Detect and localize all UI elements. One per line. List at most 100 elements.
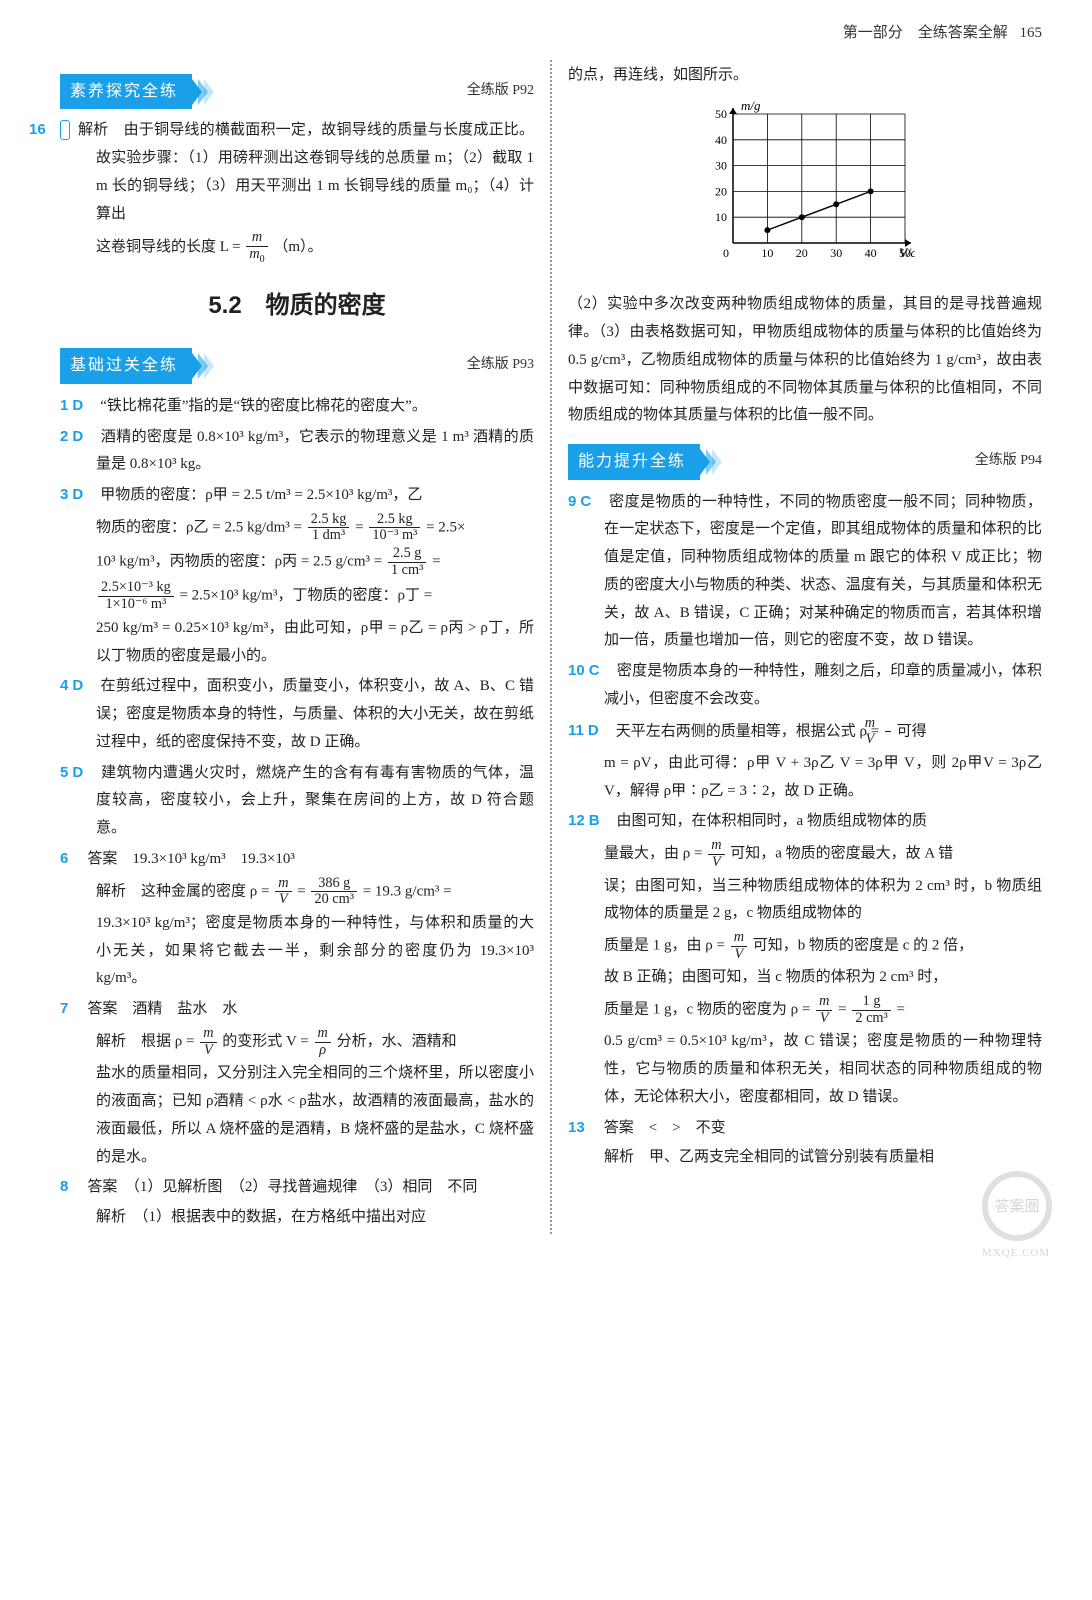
svg-text:m/g: m/g (741, 98, 761, 113)
fraction: 2.5 kg10⁻³ m³ (369, 512, 420, 544)
svg-text:20: 20 (715, 184, 727, 198)
item-3b: 物质的密度：ρ乙 = 2.5 kg/dm³ = 2.5 kg1 dm³ = 2.… (60, 512, 534, 544)
bar-suyang-label: 素养探究全练 (60, 74, 192, 110)
fraction: mV (275, 876, 291, 908)
fraction: mV (200, 1026, 216, 1058)
bar-nengli: 能力提升全练 (568, 444, 718, 480)
bar-jichu: 基础过关全练 (60, 348, 210, 384)
item-7: 7 答案 酒精 盐水 水 (60, 995, 534, 1024)
section-title: 5.2 物质的密度 (60, 284, 534, 328)
fraction: 2.5 g1 cm³ (388, 546, 426, 578)
qnum: 1 (60, 397, 68, 414)
content-columns: 素养探究全练 全练版 P92 16 解析 由于铜导线的横截面积一定，故铜导线的质… (60, 60, 1042, 1234)
answer: C (580, 493, 591, 510)
chevron-icon (204, 79, 214, 105)
item-6c: 19.3×10³ kg/m³；密度是物质本身的一种特性，与体积和质量的大小无关，… (60, 910, 534, 993)
watermark-url: MXQE.COM (982, 1243, 1052, 1263)
svg-text:10: 10 (715, 210, 727, 224)
fraction: mρ (315, 1026, 331, 1058)
bar-jichu-label: 基础过关全练 (60, 348, 192, 384)
answer: C (589, 662, 600, 679)
svg-text:40: 40 (865, 246, 877, 260)
qnum: 4 (60, 677, 68, 694)
qnum: 5 (60, 764, 68, 781)
page-ref: 全练版 P93 (467, 352, 534, 378)
page-number: 165 (1020, 25, 1043, 41)
fraction: mV (708, 838, 724, 870)
qnum: 8 (60, 1178, 68, 1195)
svg-text:0: 0 (723, 246, 729, 260)
page-header: 第一部分 全练答案全解 165 (60, 20, 1042, 48)
item-11b: m = ρV，由此可得：ρ甲 V + 3ρ乙 V = 3ρ甲 V，则 2ρ甲V … (568, 750, 1042, 806)
bar-suyang: 素养探究全练 (60, 74, 210, 110)
watermark: 答案圈 MXQE.COM (982, 1171, 1052, 1263)
bar-nengli-label: 能力提升全练 (568, 444, 700, 480)
item-13b: 解析 甲、乙两支完全相同的试管分别装有质量相 (568, 1144, 1042, 1172)
svg-text:30: 30 (830, 246, 842, 260)
item-11: 11D 天平左右两侧的质量相等，根据公式 ρ = mV 可得 (568, 716, 1042, 748)
qnum: 6 (60, 850, 68, 867)
qnum: 16 (60, 120, 70, 140)
left-column: 素养探究全练 全练版 P92 16 解析 由于铜导线的横截面积一定，故铜导线的质… (60, 60, 534, 1234)
chart: 102030405010203040500m/gV/cm³ (568, 96, 1042, 282)
item-16b: 这卷铜导线的长度 L = mm0 （m）。 (60, 230, 534, 265)
answer: D (72, 428, 83, 445)
fraction: mm0 (246, 230, 267, 265)
answer: D (72, 764, 83, 781)
answer: D (72, 486, 83, 503)
fraction: mV (885, 716, 891, 748)
right-top: 的点，再连线，如图所示。 (568, 62, 1042, 90)
item-8: 8 答案 （1）见解析图 （2）寻找普遍规律 （3）相同 不同 (60, 1173, 534, 1202)
fraction: 2.5 kg1 dm³ (308, 512, 350, 544)
fraction: 1 g2 cm³ (852, 994, 890, 1026)
item-3d: 2.5×10⁻³ kg1×10⁻⁶ m³ = 2.5×10³ kg/m³，丁物质… (60, 580, 534, 612)
svg-text:40: 40 (715, 132, 727, 146)
item-3c: 10³ kg/m³，丙物质的密度：ρ丙 = 2.5 g/cm³ = 2.5 g1… (60, 546, 534, 578)
item-3e: 250 kg/m³ = 0.25×10³ kg/m³，由此可知，ρ甲 = ρ乙 … (60, 615, 534, 671)
qnum: 3 (60, 486, 68, 503)
qnum: 7 (60, 1000, 68, 1017)
watermark-circle: 答案圈 (982, 1171, 1052, 1241)
item-8b: 解析 （1）根据表中的数据，在方格纸中描出对应 (60, 1204, 534, 1232)
column-separator (550, 60, 552, 1234)
qnum: 11 (568, 722, 584, 739)
item-4: 4D 在剪纸过程中，面积变小，质量变小，体积变小，故 A、B、C 错误；密度是物… (60, 672, 534, 756)
chevron-icon (204, 353, 214, 379)
part-title: 第一部分 全练答案全解 (843, 25, 1008, 41)
item-13: 13 答案 < > 不变 (568, 1114, 1042, 1143)
page-ref: 全练版 P92 (467, 78, 534, 104)
item-5: 5D 建筑物内遭遇火灾时，燃烧产生的含有有毒有害物质的气体，温度较高，密度较小，… (60, 759, 534, 843)
qnum: 9 (568, 493, 576, 510)
item-12c: 误；由图可知，当三种物质组成物体的体积为 2 cm³ 时，b 物质组成物体的质量… (568, 873, 1042, 929)
item-12d: 质量是 1 g，由 ρ = mV 可知，b 物质的密度是 c 的 2 倍， (568, 930, 1042, 962)
answer: B (589, 812, 600, 829)
page-ref: 全练版 P94 (975, 448, 1042, 474)
fraction: 386 g20 cm³ (311, 876, 357, 908)
fraction: mV (816, 994, 832, 1026)
answer: D (72, 677, 83, 694)
svg-text:30: 30 (715, 158, 727, 172)
answer: D (72, 397, 83, 414)
item-6: 6 答案 19.3×10³ kg/m³ 19.3×10³ (60, 845, 534, 874)
item-12g: 0.5 g/cm³ = 0.5×10³ kg/m³，故 C 错误；密度是物质的一… (568, 1028, 1042, 1111)
qnum: 12 (568, 812, 585, 829)
svg-text:V/cm³: V/cm³ (899, 245, 915, 260)
right-2: （2）实验中多次改变两种物质组成物体的质量，其目的是寻找普遍规律。（3）由表格数… (568, 291, 1042, 430)
fraction: 2.5×10⁻³ kg1×10⁻⁶ m³ (98, 580, 174, 612)
item-16: 16 解析 由于铜导线的横截面积一定，故铜导线的质量与长度成正比。故实验步骤：（… (60, 117, 534, 228)
item-2: 2D 酒精的密度是 0.8×10³ kg/m³，它表示的物理意义是 1 m³ 酒… (60, 423, 534, 480)
item-12e: 故 B 正确；由图可知，当 c 物质的体积为 2 cm³ 时， (568, 964, 1042, 992)
right-column: 的点，再连线，如图所示。 102030405010203040500m/gV/c… (568, 60, 1042, 1234)
item-1: 1D “铁比棉花重”指的是“铁的密度比棉花的密度大”。 (60, 392, 534, 421)
svg-text:50: 50 (715, 107, 727, 121)
item-3: 3D 甲物质的密度：ρ甲 = 2.5 t/m³ = 2.5×10³ kg/m³，… (60, 481, 534, 510)
svg-text:20: 20 (796, 246, 808, 260)
qnum: 13 (568, 1119, 585, 1136)
item-12: 12B 由图可知，在体积相同时，a 物质组成物体的质 (568, 807, 1042, 836)
item-12f: 质量是 1 g，c 物质的密度为 ρ = mV = 1 g2 cm³ = (568, 994, 1042, 1026)
svg-text:10: 10 (761, 246, 773, 260)
qnum: 2 (60, 428, 68, 445)
item-10: 10C 密度是物质本身的一种特性，雕刻之后，印章的质量减小，体积减小，但密度不会… (568, 657, 1042, 714)
item-7c: 盐水的质量相同，又分别注入完全相同的三个烧杯里，所以密度小的液面高；已知 ρ酒精… (60, 1060, 534, 1171)
item-12b: 量最大，由 ρ = mV 可知，a 物质的密度最大，故 A 错 (568, 838, 1042, 870)
